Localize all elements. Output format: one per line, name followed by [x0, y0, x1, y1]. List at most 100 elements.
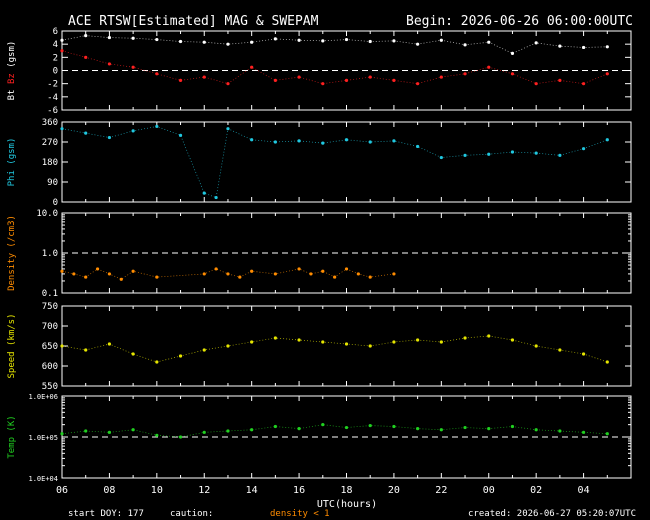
- y-axis-label-part: (gsm): [7, 41, 17, 74]
- data-point-speed: [344, 342, 349, 346]
- data-point-phi: [439, 155, 443, 160]
- data-point-bz: [131, 65, 135, 69]
- data-point-density: [368, 275, 372, 279]
- caution-note: density < 1: [270, 509, 330, 519]
- data-point-phi: [416, 144, 420, 149]
- data-point-temp: [155, 433, 159, 437]
- data-point-bt: [321, 39, 325, 43]
- data-point-bz: [534, 82, 538, 86]
- begin-time: Begin: 2026-06-26 06:00:00UTC: [406, 14, 633, 29]
- data-point-density: [131, 269, 135, 273]
- data-point-speed: [605, 360, 609, 364]
- series-line-bt: [61, 35, 608, 54]
- data-point-temp: [463, 425, 467, 430]
- data-point-bz: [558, 78, 562, 82]
- x-tick-label: 02: [530, 485, 542, 496]
- data-point-bz: [581, 82, 586, 86]
- y-tick-label-phi: 270: [42, 138, 58, 148]
- y-axis-label-part: Bt: [7, 89, 17, 100]
- data-point-phi: [250, 138, 254, 142]
- y-tick-label-mag: -2: [47, 80, 58, 90]
- data-point-speed: [226, 344, 230, 348]
- data-point-speed: [107, 342, 112, 346]
- y-tick-label-density: 0.1: [42, 289, 58, 299]
- data-point-phi: [214, 195, 218, 200]
- data-point-speed: [368, 344, 372, 348]
- data-point-density: [72, 272, 76, 276]
- data-point-temp: [178, 435, 183, 439]
- y-tick-label-speed: 600: [42, 362, 58, 372]
- data-point-bz: [202, 75, 206, 79]
- y-tick-label-phi: 90: [47, 178, 58, 188]
- data-point-density: [202, 272, 206, 276]
- x-tick-label: 22: [435, 485, 447, 496]
- data-point-density: [273, 272, 277, 276]
- data-point-speed: [131, 352, 135, 356]
- data-point-temp: [581, 430, 586, 434]
- x-tick-label: 04: [578, 485, 590, 496]
- data-point-speed: [463, 336, 467, 340]
- data-point-bz: [84, 55, 88, 59]
- start-doy: start DOY: 177: [68, 509, 144, 519]
- y-tick-label-mag: -4: [47, 93, 58, 103]
- data-point-speed: [534, 344, 538, 348]
- data-point-bt: [487, 40, 491, 44]
- data-point-bt: [558, 44, 562, 48]
- data-point-temp: [558, 429, 562, 433]
- data-point-bz: [368, 75, 372, 79]
- data-point-density: [214, 267, 218, 271]
- series-line-bz: [61, 50, 608, 85]
- data-point-phi: [60, 127, 64, 131]
- data-point-speed: [392, 340, 396, 344]
- data-point-bt: [226, 42, 230, 46]
- data-point-bz: [463, 72, 467, 76]
- data-point-phi: [487, 152, 491, 156]
- data-point-density: [392, 272, 396, 276]
- data-point-temp: [131, 428, 135, 432]
- data-point-phi: [107, 135, 112, 140]
- series-line-density: [61, 268, 394, 280]
- y-tick-label-mag: 6: [53, 27, 58, 37]
- data-point-temp: [439, 428, 443, 432]
- data-point-speed: [155, 360, 159, 364]
- data-point-temp: [392, 424, 396, 429]
- data-point-phi: [605, 138, 609, 142]
- data-point-bz: [392, 78, 396, 82]
- data-point-bt: [605, 45, 609, 49]
- data-point-bz: [226, 82, 230, 86]
- data-point-density: [107, 272, 112, 276]
- data-point-temp: [250, 428, 254, 432]
- y-tick-label-temp: 1.0E+05: [28, 434, 58, 442]
- data-point-bz: [250, 65, 254, 69]
- data-point-temp: [510, 424, 515, 429]
- data-point-temp: [487, 427, 491, 431]
- y-tick-label-temp: 1.0E+06: [28, 393, 58, 401]
- data-point-speed: [321, 340, 325, 344]
- data-point-speed: [202, 348, 206, 352]
- y-tick-label-mag: 2: [53, 53, 58, 63]
- data-point-bt: [439, 38, 443, 42]
- data-point-temp: [368, 423, 372, 428]
- data-point-bt: [416, 42, 420, 46]
- x-tick-label: 08: [103, 485, 115, 496]
- data-point-speed: [60, 344, 64, 348]
- data-point-temp: [202, 430, 206, 434]
- data-point-bt: [297, 38, 301, 42]
- y-tick-label-speed: 700: [42, 322, 58, 332]
- data-point-phi: [534, 151, 538, 155]
- data-point-phi: [558, 153, 562, 157]
- data-point-speed: [510, 338, 515, 342]
- x-axis-label: UTC(hours): [317, 499, 377, 510]
- y-axis-label-temp: Temp (K): [7, 415, 17, 458]
- data-point-density: [119, 277, 123, 281]
- y-tick-label-mag: 0: [53, 67, 58, 77]
- data-point-density: [344, 267, 349, 271]
- x-tick-label: 18: [340, 485, 352, 496]
- data-point-bz: [344, 78, 349, 82]
- x-tick-label: 20: [388, 485, 400, 496]
- data-point-bz: [510, 72, 515, 76]
- data-point-speed: [416, 338, 420, 342]
- data-point-density: [356, 272, 360, 276]
- y-tick-label-speed: 550: [42, 382, 58, 392]
- y-axis-label-speed: Speed (km/s): [7, 313, 17, 378]
